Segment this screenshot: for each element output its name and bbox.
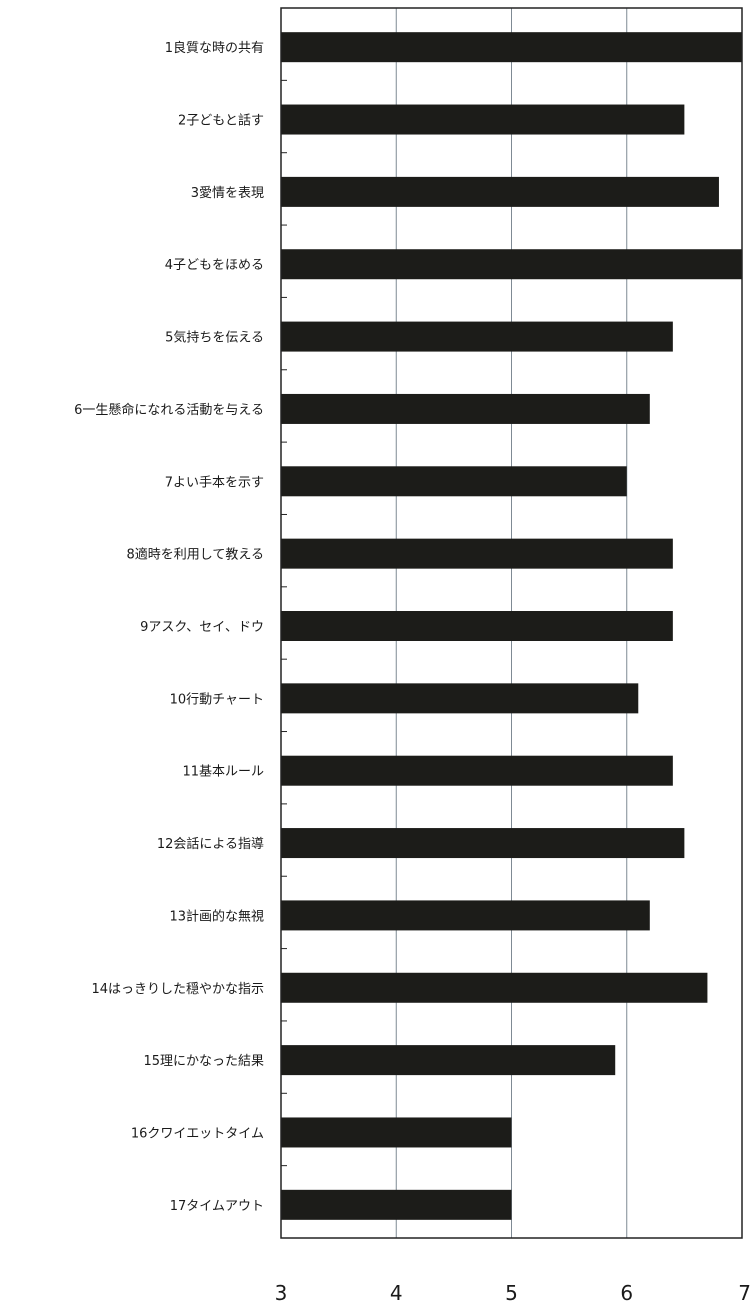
bar [281,1045,616,1076]
bar [281,393,650,424]
category-label: 17タイムアウト [170,1199,264,1214]
bar [281,828,685,859]
category-label: 12会話による指導 [157,836,264,852]
category-label: 3愛情を表現 [191,186,264,201]
category-label: 1良質な時の共有 [165,40,264,56]
x-tick-label: 7 [738,1281,751,1305]
category-label: 16クワイエットタイム [131,1126,264,1141]
category-label: 6一生懸命になれる活動を与える [74,402,264,418]
category-label: 9アスク、セイ、ドウ [140,620,264,635]
axes [280,7,743,1239]
bar [281,611,673,641]
bar [281,321,673,352]
category-label: 15理にかなった結果 [143,1054,264,1069]
category-label: 4子どもをほめる [165,258,264,273]
bar [281,538,673,569]
bar [281,466,627,497]
bar [281,32,742,63]
category-label: 5気持ちを伝える [165,330,264,346]
bar [281,683,639,714]
bar [281,900,650,931]
category-labels: 1良質な時の共有 2子どもと話す 3愛情を表現 4子どもをほめる 5気持ちを伝える 6一生… [74,40,264,1214]
bars [281,32,742,1220]
bar [281,1117,512,1148]
x-tick-label: 6 [620,1281,633,1305]
category-label: 10行動チャート [170,692,264,707]
bar [281,972,708,1003]
category-label: 11基本ルール [182,765,264,780]
bar [281,176,719,207]
x-tick-labels: 3 4 5 6 7 [275,1281,751,1305]
bar [281,249,742,280]
bar [281,1189,512,1220]
category-label: 8適時を利用して教える [127,547,265,563]
category-label: 7よい手本を示す [165,475,264,490]
bar [281,755,673,786]
x-tick-label: 4 [390,1281,403,1305]
plot-frame [280,7,743,1239]
category-label: 14はっきりした穏やかな指示 [91,982,264,997]
category-label: 13計画的な無視 [169,908,264,924]
bar [281,104,685,135]
x-tick-label: 5 [505,1281,518,1305]
category-label: 2子どもと話す [178,113,264,129]
x-tick-label: 3 [275,1281,288,1305]
